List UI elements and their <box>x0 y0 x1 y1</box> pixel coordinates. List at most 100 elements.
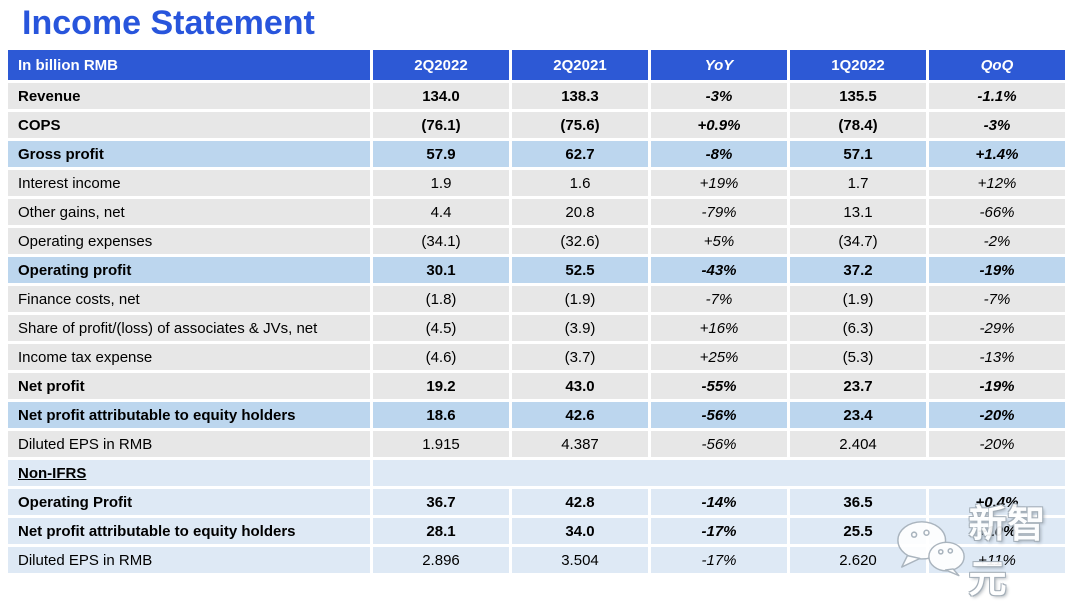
column-header: 1Q2022 <box>790 50 926 80</box>
cell-value: (5.3) <box>790 344 926 370</box>
cell-value: +10% <box>929 518 1065 544</box>
cell-value: -56% <box>651 431 787 457</box>
cell-value: 134.0 <box>373 83 509 109</box>
cell-value: 1.915 <box>373 431 509 457</box>
cell-value: 20.8 <box>512 199 648 225</box>
row-label: Revenue <box>8 83 370 109</box>
column-header: In billion RMB <box>8 50 370 80</box>
column-header: 2Q2021 <box>512 50 648 80</box>
cell-value: 1.6 <box>512 170 648 196</box>
cell-value: +1.4% <box>929 141 1065 167</box>
cell-value: -1.1% <box>929 83 1065 109</box>
cell-value: (3.7) <box>512 344 648 370</box>
cell-value: +19% <box>651 170 787 196</box>
cell-value: 138.3 <box>512 83 648 109</box>
cell-value: -7% <box>929 286 1065 312</box>
table-row: Share of profit/(loss) of associates & J… <box>8 315 1065 341</box>
row-label: Net profit attributable to equity holder… <box>8 402 370 428</box>
table-row: Operating expenses(34.1)(32.6)+5%(34.7)-… <box>8 228 1065 254</box>
cell-value: (1.8) <box>373 286 509 312</box>
cell-value: 2.620 <box>790 547 926 573</box>
row-label: Income tax expense <box>8 344 370 370</box>
cell-value: +0.9% <box>651 112 787 138</box>
cell-value: -19% <box>929 373 1065 399</box>
table-row: Non-IFRS <box>8 460 1065 486</box>
row-label: Diluted EPS in RMB <box>8 431 370 457</box>
cell-value: 42.8 <box>512 489 648 515</box>
cell-value: 42.6 <box>512 402 648 428</box>
cell-value: -3% <box>929 112 1065 138</box>
row-label: Net profit <box>8 373 370 399</box>
cell-value: -19% <box>929 257 1065 283</box>
cell-value: (1.9) <box>512 286 648 312</box>
cell-value: -13% <box>929 344 1065 370</box>
cell-value: -14% <box>651 489 787 515</box>
cell-value: 1.7 <box>790 170 926 196</box>
merged-empty-cell <box>373 460 1065 486</box>
cell-value: -17% <box>651 518 787 544</box>
cell-value: -17% <box>651 547 787 573</box>
cell-value: 4.4 <box>373 199 509 225</box>
cell-value: 37.2 <box>790 257 926 283</box>
cell-value: 4.387 <box>512 431 648 457</box>
cell-value: 1.9 <box>373 170 509 196</box>
cell-value: 57.1 <box>790 141 926 167</box>
table-row: COPS(76.1)(75.6)+0.9%(78.4)-3% <box>8 112 1065 138</box>
cell-value: 23.7 <box>790 373 926 399</box>
cell-value: -3% <box>651 83 787 109</box>
cell-value: (1.9) <box>790 286 926 312</box>
column-header: YoY <box>651 50 787 80</box>
column-header: 2Q2022 <box>373 50 509 80</box>
cell-value: 36.5 <box>790 489 926 515</box>
row-label: Other gains, net <box>8 199 370 225</box>
cell-value: +16% <box>651 315 787 341</box>
cell-value: -29% <box>929 315 1065 341</box>
cell-value: (6.3) <box>790 315 926 341</box>
cell-value: (75.6) <box>512 112 648 138</box>
cell-value: (32.6) <box>512 228 648 254</box>
cell-value: +12% <box>929 170 1065 196</box>
cell-value: (76.1) <box>373 112 509 138</box>
cell-value: (3.9) <box>512 315 648 341</box>
cell-value: 2.404 <box>790 431 926 457</box>
cell-value: +11% <box>929 547 1065 573</box>
cell-value: 19.2 <box>373 373 509 399</box>
row-label: Share of profit/(loss) of associates & J… <box>8 315 370 341</box>
table-row: Net profit attributable to equity holder… <box>8 402 1065 428</box>
row-label: Interest income <box>8 170 370 196</box>
cell-value: -8% <box>651 141 787 167</box>
cell-value: +25% <box>651 344 787 370</box>
cell-value: -55% <box>651 373 787 399</box>
cell-value: (34.7) <box>790 228 926 254</box>
row-label: Operating profit <box>8 257 370 283</box>
cell-value: 135.5 <box>790 83 926 109</box>
cell-value: 2.896 <box>373 547 509 573</box>
cell-value: 57.9 <box>373 141 509 167</box>
row-label: Gross profit <box>8 141 370 167</box>
row-label: Diluted EPS in RMB <box>8 547 370 573</box>
cell-value: -2% <box>929 228 1065 254</box>
cell-value: 3.504 <box>512 547 648 573</box>
cell-value: (34.1) <box>373 228 509 254</box>
row-label: COPS <box>8 112 370 138</box>
cell-value: -43% <box>651 257 787 283</box>
table-row: Finance costs, net(1.8)(1.9)-7%(1.9)-7% <box>8 286 1065 312</box>
table-row: Net profit attributable to equity holder… <box>8 518 1065 544</box>
cell-value: 62.7 <box>512 141 648 167</box>
cell-value: -56% <box>651 402 787 428</box>
column-header: QoQ <box>929 50 1065 80</box>
row-label: Operating expenses <box>8 228 370 254</box>
cell-value: 52.5 <box>512 257 648 283</box>
cell-value: (4.6) <box>373 344 509 370</box>
